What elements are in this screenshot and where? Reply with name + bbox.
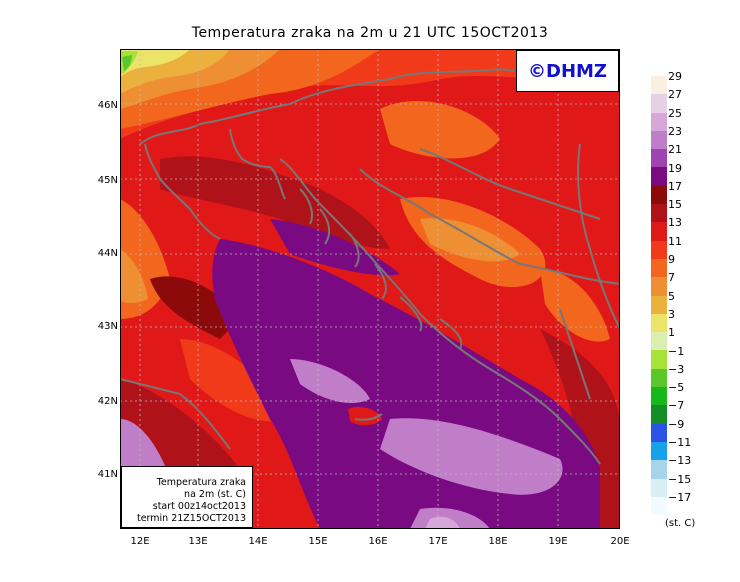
info-line-1: Temperatura zraka <box>156 477 246 488</box>
colorbar-tick-label: −17 <box>668 490 692 504</box>
lon-label-17e: 17E <box>428 536 448 547</box>
lon-label-20e: 20E <box>610 536 630 547</box>
colorbar-cell <box>651 460 667 479</box>
colorbar-tick-label: 23 <box>668 124 682 138</box>
colorbar-cell <box>651 423 667 442</box>
info-box: Temperatura zraka na 2m (st. C) start 00… <box>121 466 253 528</box>
lon-label-12e: 12E <box>130 536 150 547</box>
colorbar-cell <box>651 405 667 424</box>
colorbar-cell <box>651 387 667 406</box>
colorbar-cell <box>651 185 667 205</box>
colorbar-tick-label: 7 <box>668 271 675 285</box>
colorbar-tick-label: 11 <box>668 234 682 248</box>
info-line-3: start 00z14oct2013 <box>152 501 246 512</box>
colorbar-cell <box>651 112 667 131</box>
colorbar-tick-label: 27 <box>668 88 682 102</box>
colorbar-tick-label: 3 <box>668 307 675 321</box>
colorbar-cell <box>651 222 667 241</box>
colorbar-tick-label: 1 <box>668 326 675 340</box>
colorbar-tick-label: −9 <box>668 417 685 431</box>
colorbar-cell <box>651 204 667 223</box>
colorbar-tick-label: −7 <box>668 399 685 413</box>
lat-label-46n: 46N <box>97 100 118 111</box>
colorbar-cell <box>651 295 667 314</box>
colorbar-tick-label: 25 <box>668 106 682 120</box>
colorbar-cell <box>651 258 667 278</box>
colorbar-cell <box>651 478 667 497</box>
colorbar-cell <box>651 130 667 150</box>
colorbar-cell <box>651 94 667 113</box>
colorbar-tick-label: −5 <box>668 381 685 395</box>
colorbar-tick-label: −11 <box>668 436 692 449</box>
lon-label-19e: 19E <box>548 536 568 547</box>
colorbar-cell <box>651 496 667 516</box>
colorbar-unit: (st. C) <box>665 518 696 529</box>
colorbar-tick-label: 15 <box>668 198 682 212</box>
colorbar-tick-label: −13 <box>668 454 692 468</box>
lat-label-44n: 44N <box>97 248 118 259</box>
lon-label-18e: 18E <box>488 536 508 547</box>
colorbar-tick-label: 9 <box>668 253 675 266</box>
colorbar-cell <box>651 240 667 259</box>
lat-label-42n: 42N <box>97 396 118 407</box>
colorbar-tick-label: 29 <box>668 70 682 83</box>
lon-label-15e: 15E <box>308 536 328 547</box>
colorbar-cell <box>651 277 667 296</box>
colorbar-tick-label: 21 <box>668 143 682 157</box>
colorbar-cell <box>651 149 667 168</box>
colorbar-tick-label: −1 <box>668 344 685 358</box>
colorbar-cell <box>651 76 667 95</box>
info-line-2: na 2m (st. C) <box>184 489 246 500</box>
lon-label-14e: 14E <box>248 536 268 547</box>
lat-label-41n: 41N <box>97 469 118 480</box>
lat-label-45n: 45N <box>97 175 118 186</box>
temperature-field <box>120 49 620 529</box>
lon-label-13e: 13E <box>188 536 208 547</box>
colorbar <box>651 76 667 516</box>
colorbar-cell <box>651 368 667 388</box>
colorbar-tick-label: −15 <box>668 472 692 486</box>
lon-label-16e: 16E <box>368 536 388 547</box>
colorbar-cell <box>651 441 667 461</box>
map-title: Temperatura zraka na 2m u 21 UTC 15OCT20… <box>191 25 549 41</box>
colorbar-cell <box>651 350 667 369</box>
colorbar-tick-label: 13 <box>668 216 682 230</box>
lat-label-43n: 43N <box>97 321 118 332</box>
colorbar-tick-label: 17 <box>668 179 682 193</box>
colorbar-tick-label: 19 <box>668 161 682 175</box>
colorbar-tick-label: 5 <box>668 289 675 303</box>
info-line-4: termin 21Z15OCT2013 <box>136 513 246 524</box>
temperature-map <box>120 49 620 529</box>
colorbar-cell <box>651 332 667 351</box>
colorbar-cell <box>651 313 667 333</box>
dhmz-logo: ©DHMZ <box>516 50 619 92</box>
colorbar-cell <box>651 167 667 186</box>
colorbar-tick-label: −3 <box>668 362 685 376</box>
